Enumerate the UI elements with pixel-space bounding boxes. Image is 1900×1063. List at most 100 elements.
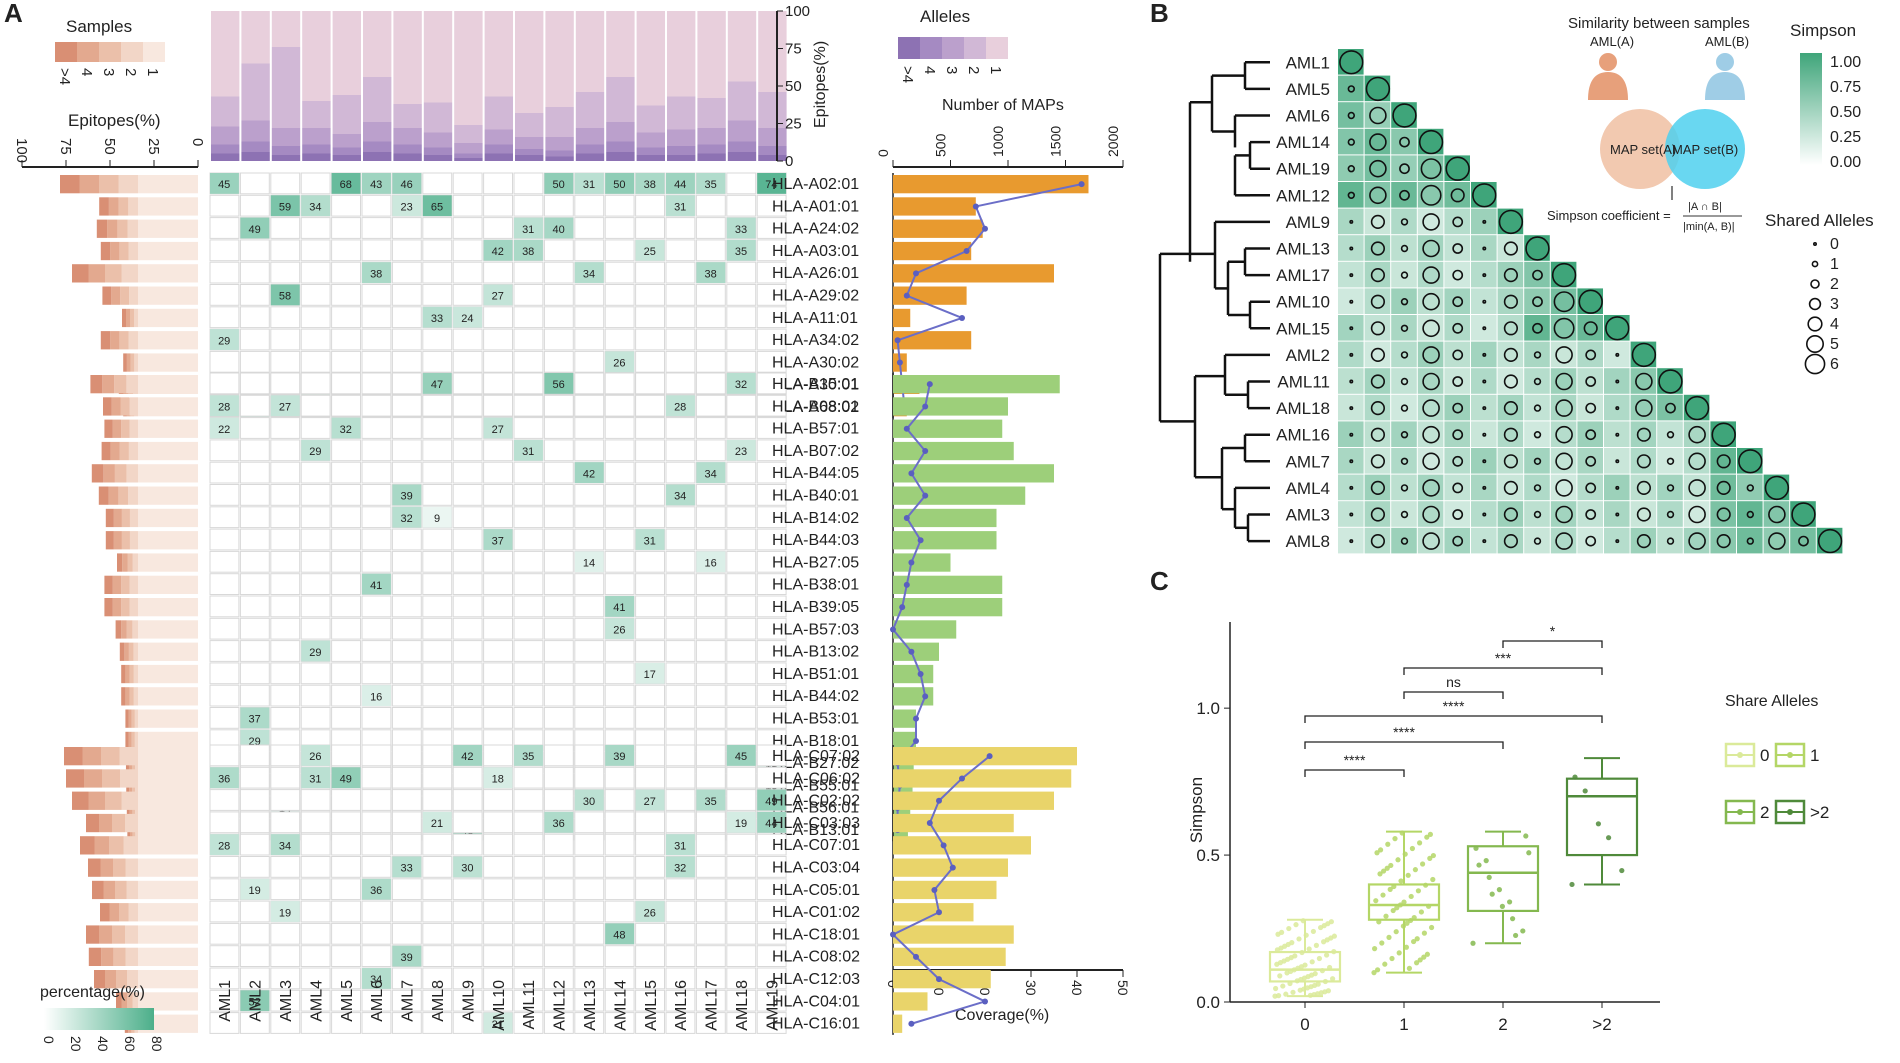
heatmap-cell xyxy=(361,640,392,662)
shared-allele-circle xyxy=(1605,316,1630,341)
heatmap-cell xyxy=(604,811,635,834)
jitter-point xyxy=(1280,983,1286,989)
shared-allele-circle xyxy=(1399,136,1410,148)
shared-allele-circle xyxy=(1585,429,1597,441)
alleles-legend-label: 3 xyxy=(943,66,960,74)
top-bar-segment xyxy=(758,128,787,146)
jitter-point xyxy=(1312,971,1318,977)
heatmap-cell xyxy=(726,662,757,685)
heatmap-value-cell xyxy=(210,834,239,855)
heatmap-cell xyxy=(695,989,726,1012)
person-b-icon xyxy=(1705,72,1745,100)
sample-row-label: AML11 xyxy=(1277,373,1330,392)
heatmap-cell xyxy=(665,707,696,729)
heatmap-cell xyxy=(665,550,696,573)
heatmap-cell xyxy=(635,922,665,945)
heatmap-cell xyxy=(483,811,514,834)
heatmap-cell xyxy=(756,856,787,878)
heatmap-cell xyxy=(756,744,787,767)
heatmap-cell xyxy=(239,439,270,462)
heatmap-cell xyxy=(270,744,301,767)
heatmap-value-label: 45 xyxy=(735,751,747,763)
heatmap-cell xyxy=(361,744,392,767)
top-bar-segment xyxy=(636,105,665,133)
allele-label: HLA-A03:01 xyxy=(772,243,859,260)
heatmap-cell xyxy=(331,900,362,923)
heatmap-cell xyxy=(513,595,544,618)
similarity-cell xyxy=(1710,501,1736,527)
heatmap-cell xyxy=(635,989,665,1012)
allele-label: HLA-B51:01 xyxy=(772,666,859,683)
heatmap-cell xyxy=(270,766,301,789)
top-bar-segment xyxy=(515,155,544,161)
heatmap-value-cell xyxy=(574,551,604,573)
heatmap-cell xyxy=(270,1012,301,1034)
percentage-legend-tick: 60 xyxy=(122,1036,138,1052)
heatmap-cell xyxy=(665,239,696,262)
heatmap-cell xyxy=(543,328,574,351)
left-bar-segment xyxy=(124,642,129,661)
heatmap-value-cell xyxy=(362,573,391,595)
similarity-cell xyxy=(1497,448,1524,474)
shared-allele-circle xyxy=(1817,528,1843,554)
heatmap-cell xyxy=(239,506,270,529)
heatmap-cell xyxy=(239,239,270,262)
left-bar-segment xyxy=(64,747,83,766)
significance-bracket xyxy=(1403,667,1603,675)
shared-allele-circle xyxy=(1555,399,1573,417)
jitter-point xyxy=(1394,905,1400,911)
allele-label: HLA-B13:02 xyxy=(772,644,859,661)
similarity-cell xyxy=(1497,341,1524,368)
heatmap-cell xyxy=(635,811,665,834)
top-bar-segment xyxy=(515,149,544,155)
heatmap-cell xyxy=(239,417,270,439)
heatmap-cell xyxy=(422,707,453,729)
allele-label: HLA-B39:05 xyxy=(772,599,859,616)
similarity-cell xyxy=(1338,128,1364,155)
heatmap-value-cell xyxy=(270,901,300,922)
shared-allele-circle xyxy=(1482,432,1487,437)
top-bar-segment xyxy=(332,147,361,155)
left-axis-tick-label: 0 xyxy=(189,138,206,146)
left-bar-segment xyxy=(119,903,129,922)
shared-allele-circle xyxy=(1370,294,1385,309)
heatmap-cell xyxy=(695,394,726,417)
allele-label: HLA-C05:01 xyxy=(772,882,860,899)
heatmap-cell xyxy=(209,439,240,462)
heatmap-cell xyxy=(574,372,605,395)
top-bar-segment xyxy=(454,158,483,161)
left-bar-segment xyxy=(108,486,119,505)
top-bar-segment xyxy=(727,11,757,82)
heatmap-cell xyxy=(422,417,453,439)
heatmap-cell xyxy=(543,744,574,767)
heatmap-value-cell xyxy=(574,462,604,483)
heatmap-cell xyxy=(452,239,483,262)
heatmap-cell xyxy=(665,744,696,767)
heatmap-cell xyxy=(361,766,392,789)
heatmap-cell xyxy=(483,194,514,217)
similarity-cell xyxy=(1737,474,1763,501)
significance-bracket xyxy=(1304,715,1603,723)
left-bar-segment xyxy=(123,353,127,372)
top-bar-segment xyxy=(211,96,240,127)
top-bar-segment xyxy=(423,11,453,103)
heatmap-cell xyxy=(361,856,392,878)
heatmap-value-cell xyxy=(453,745,483,766)
heatmap-cell xyxy=(452,328,483,351)
heatmap-cell xyxy=(665,617,696,640)
left-bar-segment xyxy=(92,880,104,900)
heatmap-cell xyxy=(270,417,301,439)
heatmap-cell xyxy=(300,878,331,901)
left-bar-segment xyxy=(118,486,129,505)
heatmap-cell xyxy=(300,372,331,395)
heatmap-value-label: 33 xyxy=(431,313,443,325)
top-bar-segment xyxy=(667,96,696,130)
heatmap-cell xyxy=(331,550,362,573)
heatmap-cell xyxy=(331,684,362,707)
coverage-point xyxy=(899,604,906,611)
left-bar-segment xyxy=(119,441,129,461)
left-bar-segment xyxy=(138,903,198,922)
allele-label: HLA-B44:03 xyxy=(772,532,859,549)
coverage-point xyxy=(913,270,919,277)
heatmap-value-label: 16 xyxy=(704,558,716,570)
